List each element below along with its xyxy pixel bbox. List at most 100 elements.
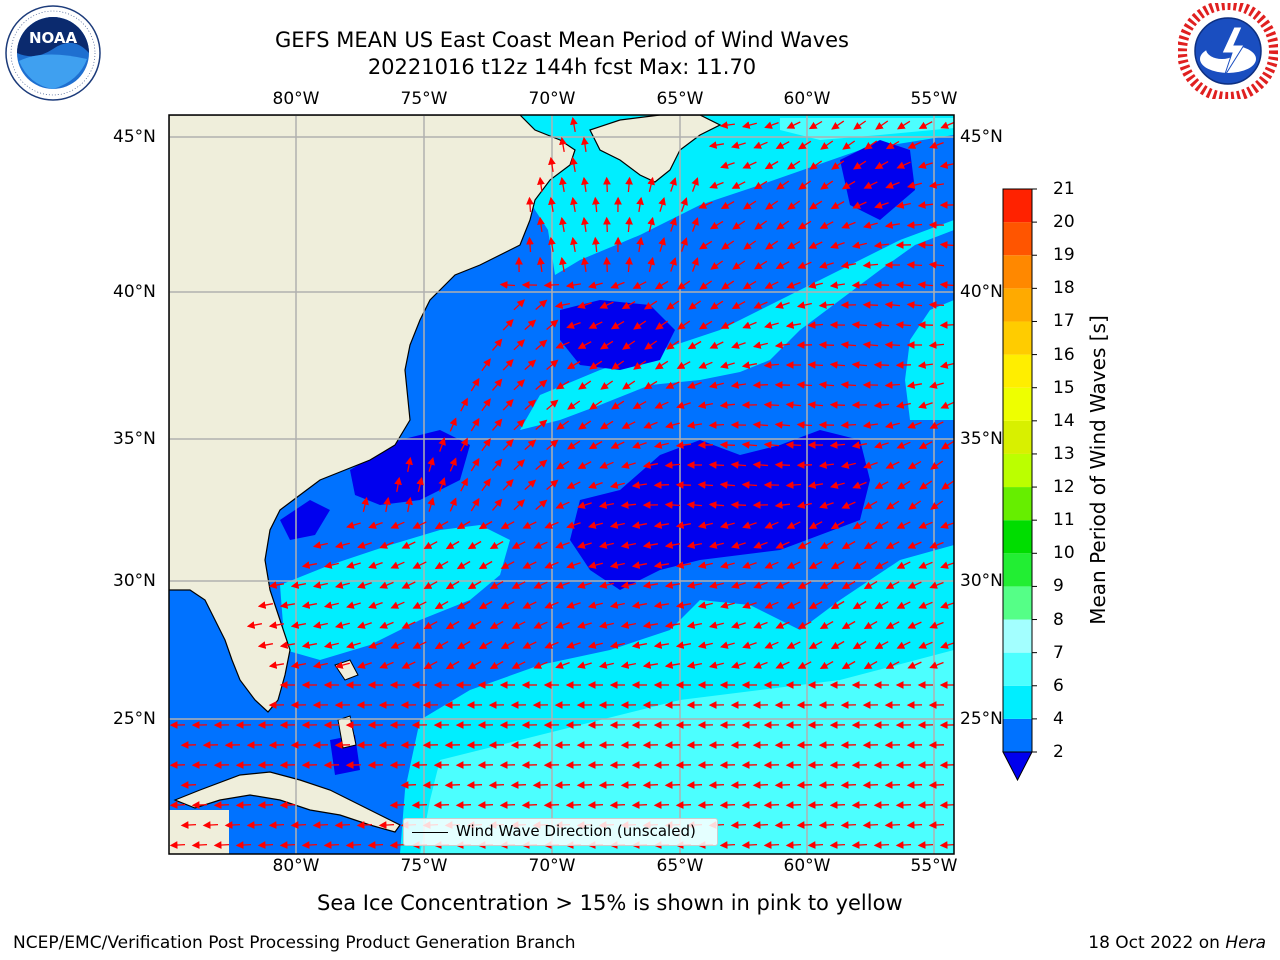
wind-wave-arrow (708, 501, 725, 509)
wind-wave-arrow (786, 641, 801, 649)
wind-wave-arrow (830, 201, 845, 210)
wind-wave-arrow (449, 417, 457, 432)
wind-wave-arrow (559, 136, 567, 153)
wind-wave-arrow (719, 441, 736, 449)
wind-wave-arrow (851, 281, 868, 289)
wind-wave-arrow (401, 621, 416, 629)
wind-wave-arrow (764, 121, 779, 129)
wind-wave-arrow (433, 801, 450, 809)
wind-wave-arrow (379, 621, 394, 629)
wind-wave-arrow (786, 240, 801, 250)
wind-wave-arrow (323, 641, 339, 649)
colorbar-tick-label: 21 (1053, 179, 1075, 199)
wind-wave-arrow (625, 256, 633, 273)
wind-wave-arrow (603, 176, 611, 193)
map-plot-area (169, 115, 954, 854)
wind-wave-arrow (566, 521, 581, 529)
wind-wave-arrow (467, 620, 482, 630)
wind-wave-arrow (301, 561, 318, 569)
wind-wave-arrow (697, 521, 713, 529)
wind-wave-arrow (928, 341, 945, 349)
wind-wave-arrow (765, 200, 779, 210)
wind-wave-arrow (917, 841, 934, 849)
wind-wave-arrow (797, 140, 812, 150)
wind-wave-arrow (312, 621, 328, 629)
wind-wave-arrow (555, 380, 570, 390)
wind-wave-arrow (752, 381, 769, 389)
wind-wave-arrow (676, 361, 691, 369)
wind-wave-arrow (732, 260, 746, 270)
wind-wave-arrow (743, 240, 757, 250)
wind-wave-arrow (599, 301, 614, 309)
wind-wave-arrow (697, 601, 713, 609)
wind-wave-arrow (908, 500, 922, 510)
wind-wave-arrow (202, 821, 219, 829)
wind-wave-arrow (929, 621, 944, 629)
wind-wave-arrow (939, 841, 954, 849)
wind-wave-arrow (470, 417, 480, 432)
wind-wave-arrow (940, 561, 954, 569)
wind-wave-arrow (765, 240, 779, 250)
wind-wave-arrow (708, 541, 724, 549)
map-frame (168, 114, 955, 855)
wind-wave-arrow (785, 801, 802, 809)
lon-label-top: 60°W (783, 89, 831, 109)
wind-wave-arrow (697, 481, 714, 489)
wind-wave-arrow (775, 261, 790, 269)
wind-wave-arrow (680, 237, 688, 252)
wind-wave-arrow (840, 261, 857, 269)
wind-wave-arrow (592, 196, 600, 213)
wind-wave-arrow (546, 319, 559, 330)
wind-wave-arrow (522, 561, 537, 569)
wind-wave-arrow (533, 541, 548, 549)
wind-wave-arrow (290, 661, 307, 669)
wind-wave-arrow (511, 621, 526, 629)
lon-label-bottom: 70°W (528, 856, 576, 876)
wind-wave-arrow (631, 521, 648, 529)
wind-wave-arrow (467, 580, 482, 590)
wind-wave-arrow (940, 601, 954, 609)
wind-wave-arrow (577, 541, 592, 549)
wind-wave-arrow (896, 480, 911, 490)
wind-wave-arrow (675, 601, 692, 609)
lon-label-bottom: 60°W (783, 856, 831, 876)
wind-wave-arrow (731, 181, 746, 189)
wind-wave-arrow (642, 621, 659, 629)
wind-wave-arrow (455, 801, 472, 809)
wind-wave-arrow (741, 841, 758, 849)
colorbar-tick-label: 6 (1053, 675, 1064, 696)
wind-wave-arrow (852, 600, 867, 610)
wind-wave-arrow (754, 220, 768, 230)
wind-wave-arrow (840, 421, 857, 429)
wind-wave-arrow (691, 257, 699, 272)
wind-wave-arrow (830, 241, 845, 249)
lat-label-right: 25°N (960, 709, 1003, 729)
wind-wave-arrow (853, 120, 867, 130)
wind-wave-arrow (863, 221, 878, 229)
wind-wave-arrow (400, 781, 417, 789)
wind-wave-arrow (731, 541, 746, 549)
wind-wave-arrow (863, 541, 878, 550)
wind-wave-arrow (533, 621, 548, 629)
wind-wave-arrow (809, 200, 823, 210)
wind-wave-arrow (653, 601, 670, 609)
wind-wave-arrow (841, 180, 856, 190)
wind-wave-arrow (753, 301, 768, 309)
wind-wave-arrow (775, 141, 790, 149)
wind-wave-arrow (405, 456, 413, 473)
wind-wave-arrow (567, 440, 581, 450)
wind-wave-arrow (896, 561, 911, 569)
wind-wave-arrow (625, 216, 633, 233)
wind-wave-arrow (664, 621, 681, 629)
wind-wave-arrow (753, 141, 768, 149)
wind-wave-arrow (884, 301, 901, 309)
wind-wave-arrow (609, 481, 625, 489)
wind-wave-arrow (763, 441, 780, 449)
lat-label-left: 40°N (113, 282, 156, 302)
wind-wave-arrow (753, 621, 768, 629)
wind-wave-arrow (884, 421, 900, 429)
wind-wave-arrow (907, 421, 922, 429)
wind-wave-arrow (697, 561, 713, 569)
wind-wave-arrow (434, 601, 449, 610)
wind-wave-arrow (390, 521, 405, 529)
